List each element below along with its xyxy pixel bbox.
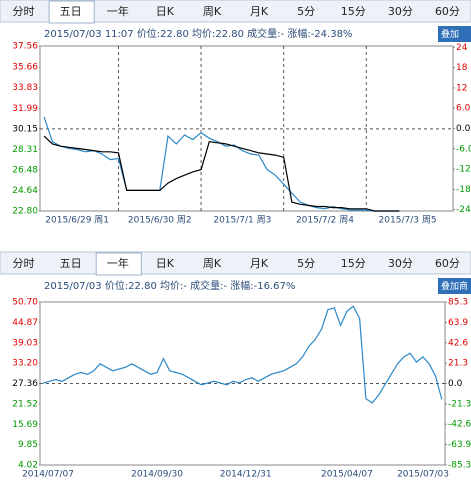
y2-tick-label: -24 xyxy=(456,205,471,215)
y2-tick-label: 42.6 xyxy=(448,338,468,348)
tab[interactable]: 一年 xyxy=(107,4,129,18)
tab[interactable]: 5分 xyxy=(297,5,315,18)
y2-tick-label: 63.9 xyxy=(448,318,468,328)
tab-selected[interactable] xyxy=(48,0,95,24)
tab[interactable]: 15分 xyxy=(341,5,366,18)
y2-tick-label: 18 xyxy=(456,63,468,73)
x-tick-label: 2014/09/30 xyxy=(131,470,183,480)
tab[interactable]: 分时 xyxy=(13,257,35,270)
y2-tick-label: -6.0 xyxy=(456,144,471,154)
tab[interactable]: 日K xyxy=(156,257,175,270)
y-tick-label: 21.52 xyxy=(12,399,38,409)
y-tick-label: 15.69 xyxy=(12,420,38,430)
y-tick-label: 50.70 xyxy=(12,298,38,308)
tab[interactable]: 15分 xyxy=(341,257,366,270)
x-tick-label: 2015/7/3 周5 xyxy=(379,215,437,226)
x-tick-label: 2014/07/07 xyxy=(22,470,74,480)
y2-tick-label: 24 xyxy=(456,43,468,53)
tab[interactable]: 日K xyxy=(156,5,175,18)
y2-tick-label: 85.3 xyxy=(448,298,468,308)
tab[interactable]: 五日 xyxy=(60,5,82,18)
y2-tick-label: 6.0 xyxy=(456,104,471,114)
tab[interactable]: 60分 xyxy=(435,5,460,18)
y-tick-label: 24.64 xyxy=(12,186,38,196)
tab[interactable]: 周K xyxy=(203,5,222,18)
tab-selected[interactable] xyxy=(95,252,142,276)
x-tick-label: 2015/07/03 xyxy=(397,470,449,480)
button-label[interactable]: 叠加 xyxy=(441,29,459,40)
y2-tick-label: 0.0 xyxy=(448,379,463,389)
y2-tick-label: 12 xyxy=(456,83,467,93)
y-tick-label: 31.99 xyxy=(12,104,38,114)
y-tick-label: 39.03 xyxy=(12,338,38,348)
y2-tick-label: -85.3 xyxy=(448,461,471,471)
y-tick-label: 37.56 xyxy=(12,42,38,52)
y-tick-label: 4.02 xyxy=(18,461,38,471)
tab[interactable]: 30分 xyxy=(388,257,413,270)
x-tick-label: 2015/7/1 周3 xyxy=(213,215,271,226)
series-line xyxy=(43,305,443,404)
y-tick-label: 44.87 xyxy=(12,318,38,328)
button-label[interactable]: 叠加商 xyxy=(441,280,468,292)
tab[interactable]: 60分 xyxy=(435,257,460,270)
tab[interactable]: 分时 xyxy=(13,5,35,18)
y-tick-label: 28.31 xyxy=(12,145,38,155)
tab[interactable]: 五日 xyxy=(60,257,82,270)
tab[interactable]: 30分 xyxy=(388,5,413,18)
info: 2015/07/03 价位:22.80 均价:- 成交量:- 涨幅:-16.67… xyxy=(44,279,295,292)
y-tick-label: 9.85 xyxy=(18,440,38,450)
y2-tick-label: -12 xyxy=(456,165,471,175)
tab[interactable]: 月K xyxy=(250,257,269,270)
y-tick-label: 33.20 xyxy=(12,359,38,369)
x-tick-label: 2015/7/2 周4 xyxy=(296,215,354,226)
y-tick-label: 33.83 xyxy=(12,83,38,93)
x-tick-label: 2015/6/30 周2 xyxy=(128,215,192,226)
y-tick-label: 30.15 xyxy=(12,124,38,134)
y2-tick-label: -18 xyxy=(456,185,471,195)
y2-tick-label: -21.3 xyxy=(448,399,471,409)
tab[interactable]: 周K xyxy=(203,257,222,270)
y2-tick-label: -42.6 xyxy=(448,420,471,430)
y2-tick-label: -63.9 xyxy=(448,440,471,450)
button[interactable] xyxy=(438,26,471,42)
button[interactable] xyxy=(438,278,471,294)
y2-tick-label: 0.0 xyxy=(456,124,471,134)
x-tick-label: 2014/12/31 xyxy=(220,470,272,480)
series-line xyxy=(43,135,400,212)
y-tick-label: 27.36 xyxy=(12,379,38,389)
y2-tick-label: 21.3 xyxy=(448,359,468,369)
y-tick-label: 22.80 xyxy=(12,207,38,217)
x-tick-label: 2015/04/07 xyxy=(321,470,373,480)
info: 2015/07/03 11:07 价位:22.80 均价:22.80 成交量:-… xyxy=(44,27,352,40)
y-tick-label: 26.48 xyxy=(12,165,38,175)
y-tick-label: 35.66 xyxy=(12,63,38,73)
x-tick-label: 2015/6/29 周1 xyxy=(45,215,109,226)
tab[interactable]: 月K xyxy=(250,5,269,18)
series-line xyxy=(43,116,400,212)
tab[interactable]: 一年 xyxy=(107,256,129,270)
tab-bar xyxy=(0,0,471,23)
tab[interactable]: 5分 xyxy=(297,257,315,270)
